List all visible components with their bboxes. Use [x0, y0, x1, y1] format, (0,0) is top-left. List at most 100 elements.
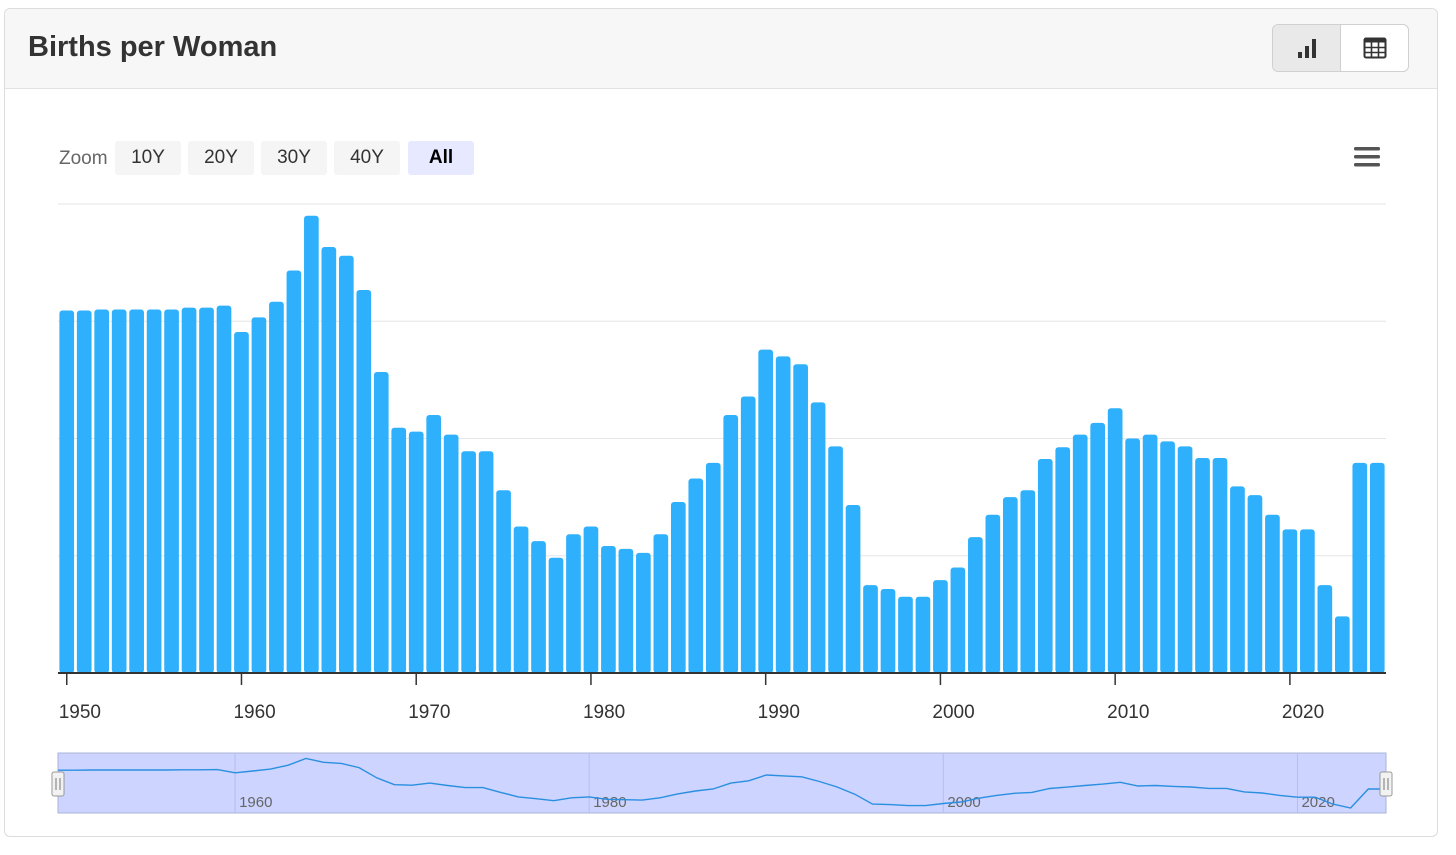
navigator-label: 2000	[947, 794, 980, 811]
zoom-40y-button[interactable]: 40Y	[334, 141, 400, 175]
bar-1969[interactable]	[391, 427, 407, 673]
x-ticks	[65, 673, 1291, 685]
bar-1950[interactable]	[59, 310, 75, 673]
navigator-left-handle[interactable]	[51, 771, 65, 797]
bar-2020[interactable]	[1282, 529, 1298, 673]
zoom-all-button[interactable]: All	[408, 141, 474, 175]
bar-2000[interactable]	[933, 580, 948, 673]
bar-2015[interactable]	[1195, 458, 1210, 673]
hamburger-menu-icon[interactable]	[1353, 145, 1381, 169]
bar-2001[interactable]	[950, 567, 966, 673]
bar-2007[interactable]	[1055, 447, 1071, 673]
bar-2010[interactable]	[1107, 408, 1123, 673]
bar-1957[interactable]	[181, 307, 197, 673]
bar-2014[interactable]	[1177, 446, 1193, 673]
bar-1965[interactable]	[321, 246, 337, 673]
bar-1980[interactable]	[583, 526, 599, 673]
bar-1995[interactable]	[845, 504, 861, 673]
bar-1986[interactable]	[688, 478, 704, 673]
bar-2021[interactable]	[1300, 529, 1315, 673]
bar-2004[interactable]	[1002, 497, 1018, 673]
view-toggle	[1272, 24, 1409, 72]
bar-1997[interactable]	[880, 588, 896, 673]
chart-view-button[interactable]	[1273, 25, 1341, 71]
bar-2003[interactable]	[985, 514, 1001, 673]
bar-1982[interactable]	[618, 548, 634, 673]
bar-1994[interactable]	[828, 446, 843, 673]
bar-1999[interactable]	[915, 596, 931, 673]
zoom-10y-button[interactable]: 10Y	[115, 141, 181, 175]
bar-1998[interactable]	[898, 596, 913, 673]
table-icon	[1363, 37, 1387, 59]
bar-2002[interactable]	[968, 537, 983, 673]
bar-1961[interactable]	[251, 317, 267, 673]
bar-1972[interactable]	[443, 434, 459, 673]
bar-1963[interactable]	[286, 270, 302, 673]
bar-1989[interactable]	[740, 396, 756, 673]
bar-1985[interactable]	[670, 502, 686, 673]
bar-2016[interactable]	[1212, 458, 1228, 673]
bar-1974[interactable]	[478, 451, 494, 673]
bar-2019[interactable]	[1265, 514, 1280, 673]
bar-1973[interactable]	[461, 451, 476, 673]
bar-1952[interactable]	[94, 309, 110, 673]
bar-1964[interactable]	[304, 215, 319, 673]
bar-1975[interactable]	[496, 490, 511, 673]
bar-2009[interactable]	[1090, 422, 1106, 673]
bar-1983[interactable]	[636, 552, 651, 673]
bar-1968[interactable]	[373, 372, 389, 673]
bar-1990[interactable]	[758, 349, 774, 673]
bar-2011[interactable]	[1125, 438, 1140, 674]
bar-1978[interactable]	[548, 557, 564, 673]
bar-1976[interactable]	[513, 526, 529, 673]
bar-2006[interactable]	[1037, 459, 1053, 673]
bar-1951[interactable]	[76, 310, 92, 673]
bar-2025[interactable]	[1369, 462, 1385, 673]
bar-1967[interactable]	[356, 289, 372, 673]
bar-1993[interactable]	[810, 402, 826, 673]
bar-1979[interactable]	[566, 534, 581, 673]
navigator-selection[interactable]	[57, 752, 1387, 814]
navigator-label: 1980	[593, 794, 626, 811]
bars	[59, 215, 1385, 674]
x-tick-label: 1960	[233, 702, 275, 723]
bar-2008[interactable]	[1072, 434, 1088, 673]
bar-1954[interactable]	[129, 309, 144, 673]
bar-1996[interactable]	[863, 585, 878, 673]
bar-1959[interactable]	[216, 305, 232, 673]
bar-2018[interactable]	[1247, 495, 1263, 673]
card-header: Births per Woman	[5, 9, 1437, 89]
bar-1991[interactable]	[775, 356, 791, 673]
bar-1970[interactable]	[408, 431, 424, 673]
bar-1962[interactable]	[269, 301, 284, 673]
table-view-button[interactable]	[1341, 25, 1408, 71]
bar-2012[interactable]	[1142, 434, 1158, 673]
bar-2024[interactable]	[1352, 462, 1368, 673]
bar-1966[interactable]	[338, 255, 354, 674]
bar-1977[interactable]	[531, 541, 546, 673]
bar-1953[interactable]	[111, 309, 127, 673]
bar-2013[interactable]	[1160, 441, 1175, 673]
bar-1984[interactable]	[653, 534, 669, 673]
bar-1988[interactable]	[723, 415, 739, 673]
bar-1960[interactable]	[234, 331, 249, 673]
bar-2023[interactable]	[1334, 616, 1350, 673]
x-tick-label: 2020	[1282, 702, 1324, 723]
bar-2017[interactable]	[1230, 486, 1245, 673]
bar-1958[interactable]	[199, 307, 214, 673]
bar-2022[interactable]	[1317, 585, 1333, 673]
page-title: Births per Woman	[28, 31, 278, 63]
bar-1956[interactable]	[164, 309, 179, 673]
bar-1992[interactable]	[793, 364, 808, 673]
bar-1955[interactable]	[146, 309, 162, 673]
navigator-right-handle[interactable]	[1379, 771, 1393, 797]
bar-1987[interactable]	[705, 462, 721, 673]
zoom-20y-button[interactable]: 20Y	[188, 141, 254, 175]
zoom-label: Zoom	[59, 148, 108, 169]
zoom-30y-button[interactable]: 30Y	[261, 141, 327, 175]
bar-2005[interactable]	[1020, 490, 1036, 673]
bar-1971[interactable]	[426, 415, 442, 673]
x-tick-label: 1950	[59, 702, 101, 723]
bar-1981[interactable]	[601, 545, 616, 673]
